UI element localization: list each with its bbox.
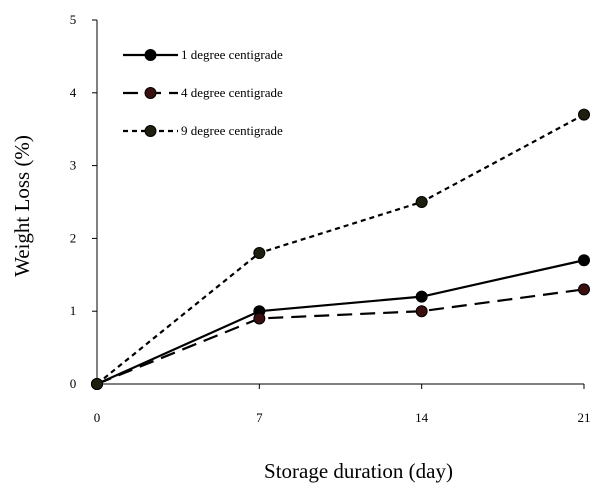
y-tick-label: 0 (70, 376, 77, 391)
data-point-4-degree (578, 283, 590, 296)
series-line-9-degree (96, 113, 585, 385)
x-tick-label: 21 (578, 410, 591, 425)
x-tick-label: 14 (415, 410, 429, 425)
y-tick-label: 2 (70, 230, 77, 245)
legend-swatch-marker (144, 125, 157, 137)
x-ticks: 0 7 14 21 (94, 384, 591, 425)
data-point-1-degree (578, 254, 590, 267)
y-tick-label: 5 (70, 12, 77, 27)
data-point-9-degree (253, 246, 266, 259)
x-axis-title: Storage duration (day) (264, 459, 453, 483)
data-point-9-degree (578, 108, 590, 121)
x-tick-label: 7 (256, 410, 263, 425)
y-axis-title: Weight Loss (%) (10, 135, 34, 277)
legend: 1 degree centigrade 4 degree centigrade 9 … (123, 47, 283, 138)
x-tick-label: 0 (94, 410, 101, 425)
legend-label: 4 degree centigrade (181, 85, 283, 100)
series-layer (91, 108, 590, 390)
series-line-1-degree (96, 259, 585, 386)
data-point-4-degree (415, 305, 428, 318)
data-point-1-degree (415, 290, 428, 303)
legend-swatch-marker (144, 87, 157, 99)
data-point-9-degree (415, 196, 428, 208)
y-tick-label: 4 (70, 85, 77, 100)
axes (96, 20, 584, 385)
legend-swatch-marker (144, 49, 157, 61)
legend-label: 9 degree centigrade (181, 123, 283, 138)
series-line-4-degree (96, 288, 585, 386)
data-point-4-degree (253, 312, 266, 325)
y-tick-label: 1 (70, 303, 77, 318)
data-point-9-degree (91, 378, 103, 390)
y-ticks: 0 1 2 3 4 5 (70, 12, 97, 391)
legend-label: 1 degree centigrade (181, 47, 283, 62)
y-tick-label: 3 (70, 158, 77, 173)
